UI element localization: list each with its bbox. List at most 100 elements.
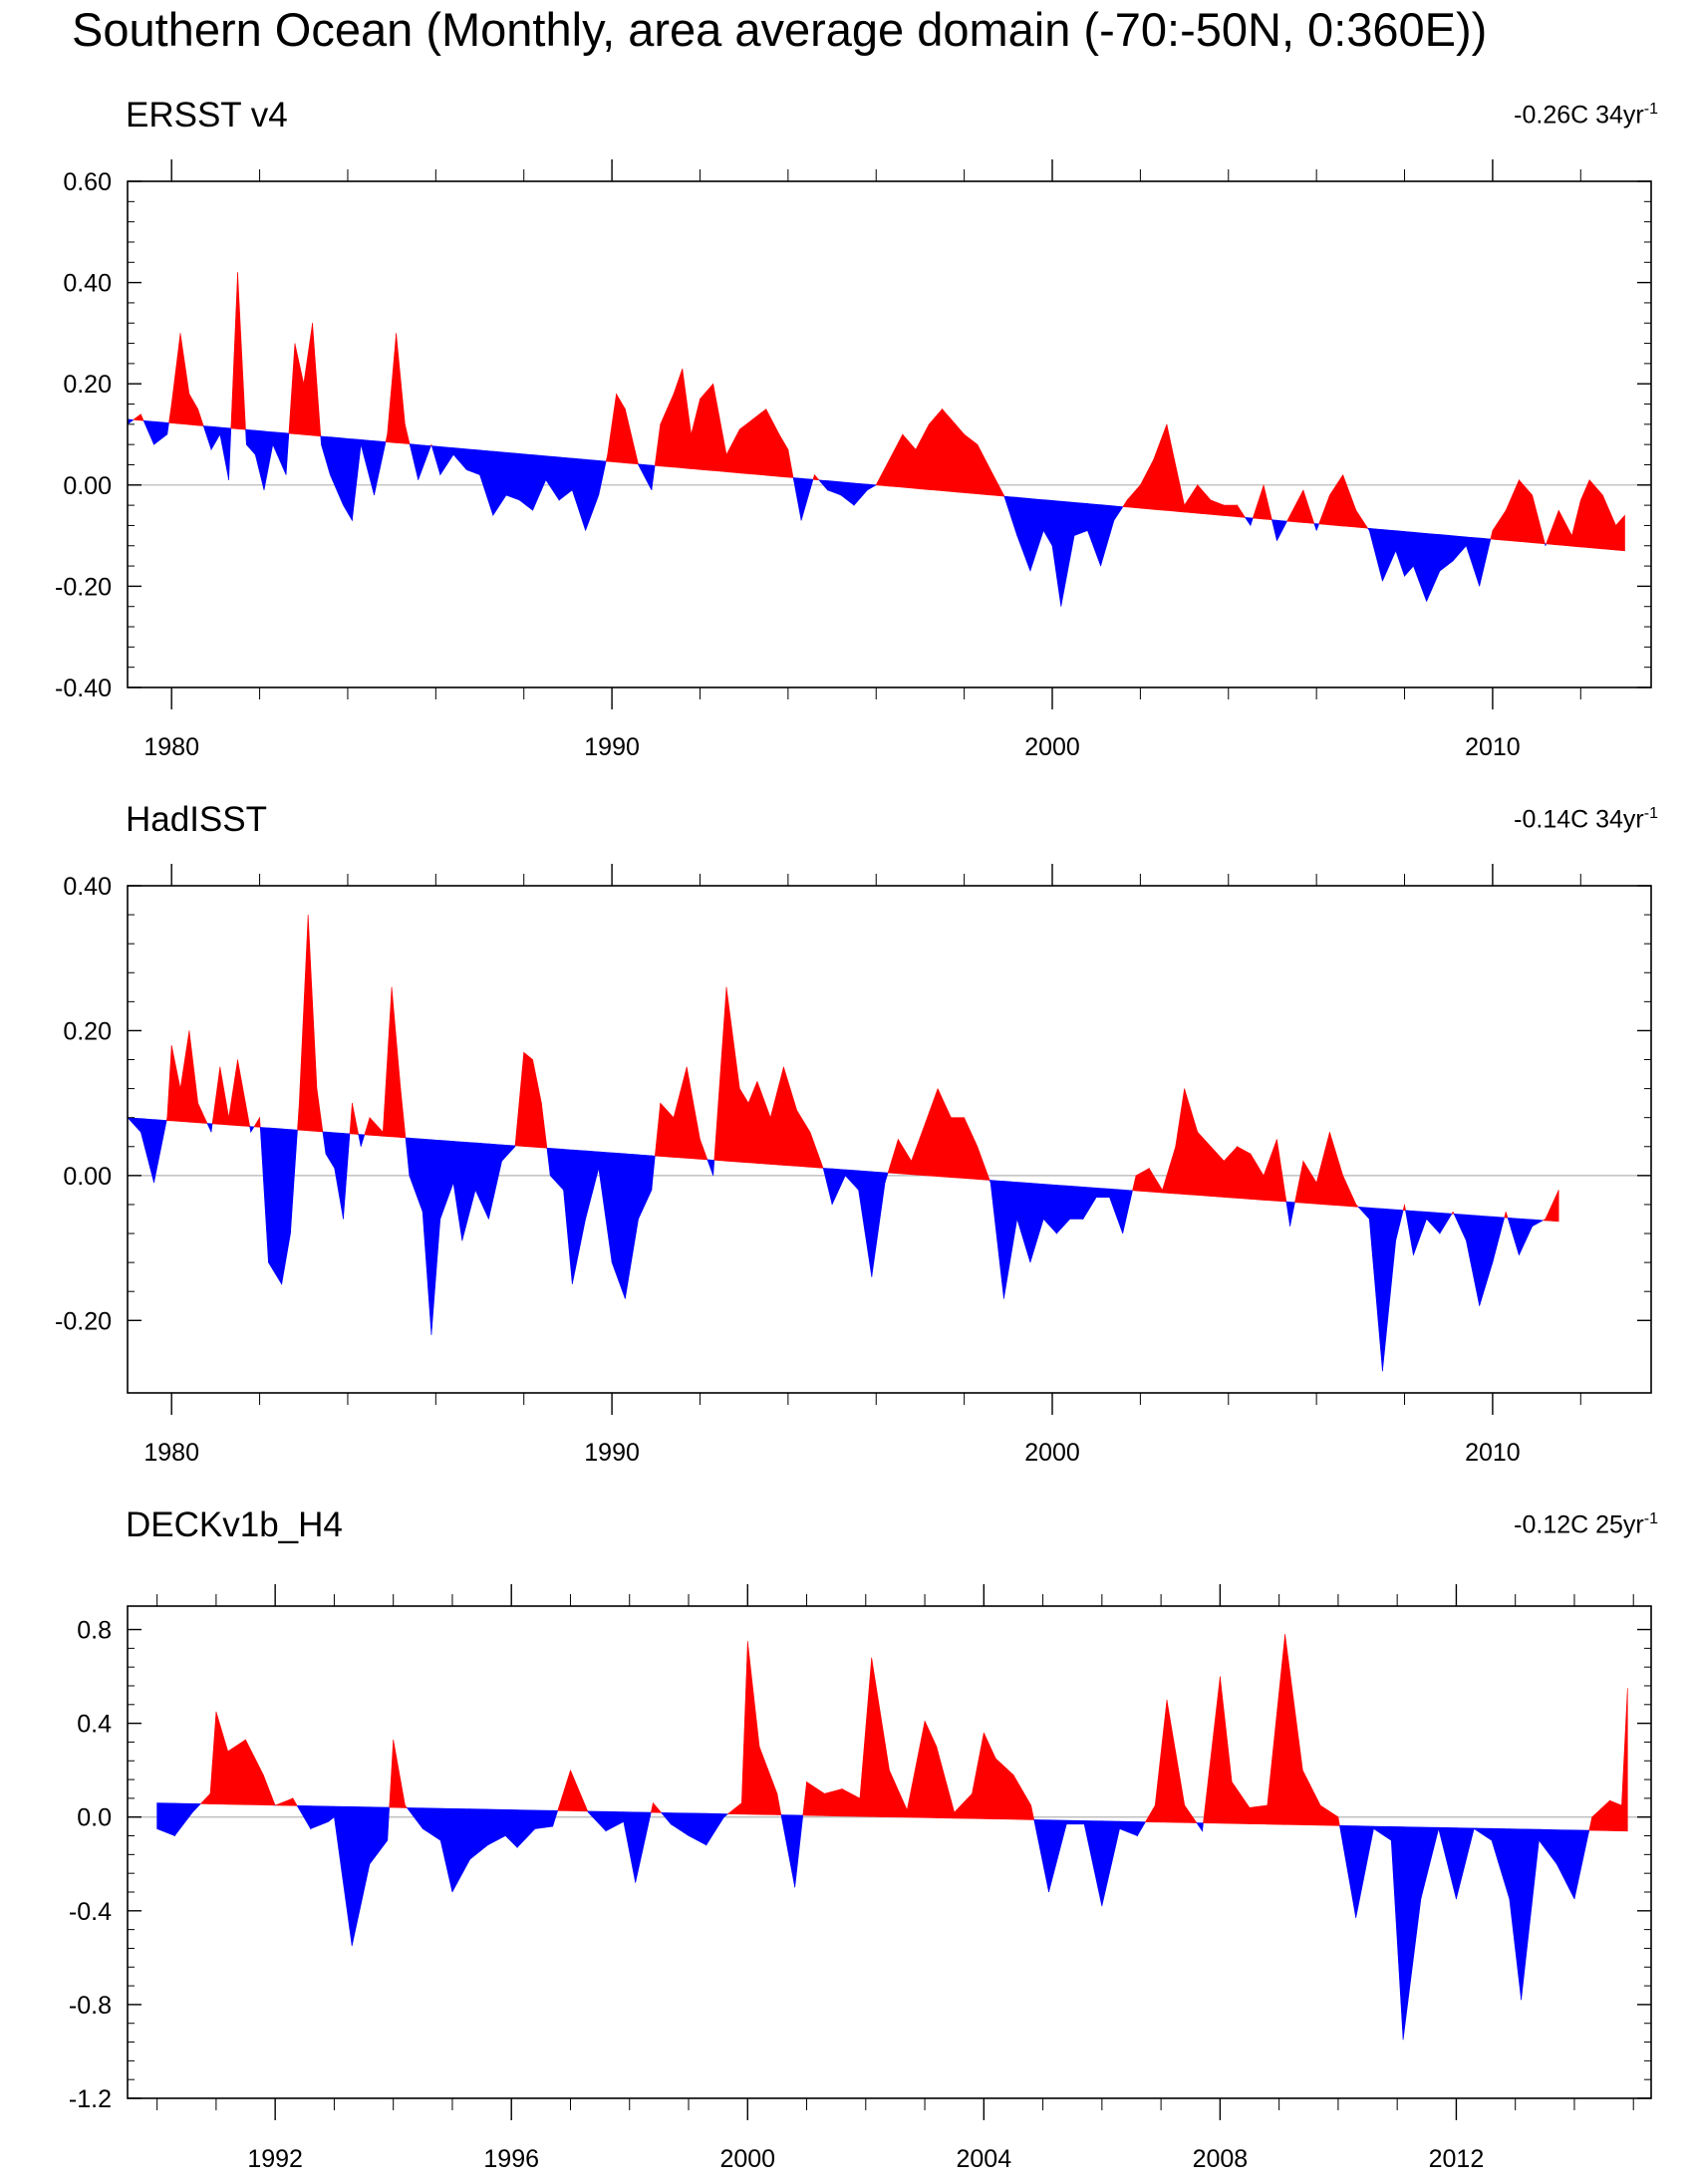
positive-anomaly-area bbox=[1220, 1676, 1233, 1824]
y-tick-label: 0.8 bbox=[77, 1617, 112, 1645]
positive-anomaly-area bbox=[983, 1732, 996, 1820]
negative-anomaly-area bbox=[1083, 1820, 1103, 1907]
y-tick-label: -1.2 bbox=[69, 2085, 112, 2113]
negative-anomaly-area bbox=[156, 1802, 175, 1836]
negative-anomaly-area bbox=[504, 1808, 518, 1849]
y-tick-label: 0.4 bbox=[77, 1711, 112, 1739]
y-tick-label: -0.40 bbox=[55, 675, 112, 702]
positive-anomaly-area bbox=[352, 1103, 360, 1135]
negative-anomaly-area bbox=[1439, 1212, 1453, 1235]
negative-anomaly-area bbox=[1048, 1819, 1067, 1893]
y-tick-label: 0.20 bbox=[63, 371, 112, 399]
x-tick-label: 2000 bbox=[1024, 733, 1080, 761]
positive-anomaly-area bbox=[776, 1793, 782, 1815]
negative-anomaly-area bbox=[343, 1133, 351, 1220]
positive-anomaly-area bbox=[758, 1746, 778, 1815]
negative-anomaly-area bbox=[334, 1805, 353, 1947]
x-tick-label: 1980 bbox=[143, 1439, 199, 1467]
positive-anomaly-area bbox=[1615, 514, 1625, 552]
plot-frame bbox=[127, 180, 1652, 688]
x-tick-label: 1990 bbox=[584, 1439, 640, 1467]
positive-anomaly-area bbox=[841, 1788, 861, 1817]
negative-anomaly-area bbox=[780, 1814, 796, 1888]
negative-anomaly-area bbox=[1456, 1827, 1475, 1900]
negative-anomaly-area bbox=[1573, 1829, 1590, 1900]
positive-anomaly-area bbox=[746, 1641, 760, 1815]
negative-anomaly-area bbox=[623, 1811, 637, 1883]
positive-anomaly-area bbox=[814, 473, 820, 481]
negative-anomaly-area bbox=[285, 432, 290, 475]
positive-anomaly-area bbox=[1284, 1634, 1303, 1825]
x-tick-label: 1992 bbox=[247, 2145, 303, 2173]
negative-anomaly-area bbox=[153, 1119, 167, 1184]
positive-anomaly-area bbox=[541, 1103, 548, 1149]
x-tick-label: 2010 bbox=[1465, 1439, 1521, 1467]
positive-anomaly-area bbox=[1231, 1780, 1251, 1824]
negative-anomaly-area bbox=[867, 483, 878, 491]
negative-anomaly-area bbox=[1420, 1826, 1439, 1900]
negative-anomaly-area bbox=[422, 1807, 441, 1841]
y-tick-label: -0.20 bbox=[55, 1307, 112, 1335]
plot-frame bbox=[127, 885, 1652, 1394]
panel-title: DECKv1b_H4 bbox=[126, 1505, 343, 1544]
negative-anomaly-area bbox=[451, 1807, 471, 1893]
negative-anomaly-area bbox=[228, 427, 232, 480]
positive-anomaly-area bbox=[400, 1088, 407, 1139]
positive-anomaly-area bbox=[1532, 494, 1546, 545]
positive-anomaly-area bbox=[1154, 1700, 1168, 1823]
negative-anomaly-area bbox=[1276, 519, 1288, 541]
y-tick-label: 0.00 bbox=[63, 1163, 112, 1191]
positive-anomaly-area bbox=[215, 1711, 228, 1805]
negative-anomaly-area bbox=[1509, 1828, 1522, 2001]
positive-anomaly-area bbox=[1030, 1804, 1035, 1820]
negative-anomaly-area bbox=[516, 1809, 536, 1849]
positive-anomaly-area bbox=[1452, 1212, 1455, 1215]
positive-anomaly-area bbox=[809, 1132, 824, 1169]
positive-anomaly-area bbox=[1302, 1770, 1321, 1826]
trend-label: -0.12C 25yr-1 bbox=[1514, 1510, 1658, 1539]
positive-anomaly-area bbox=[889, 1770, 908, 1818]
negative-anomaly-area bbox=[884, 1172, 889, 1184]
negative-anomaly-area bbox=[706, 1812, 724, 1846]
positive-anomaly-area bbox=[936, 1747, 956, 1819]
y-tick-label: -0.4 bbox=[69, 1898, 112, 1926]
negative-anomaly-area bbox=[360, 1134, 366, 1147]
negative-anomaly-area bbox=[1315, 523, 1320, 531]
negative-anomaly-area bbox=[210, 1123, 213, 1133]
negative-anomaly-area bbox=[587, 1810, 607, 1832]
figure-title: Southern Ocean (Monthly, area average do… bbox=[72, 3, 1488, 56]
positive-anomaly-area bbox=[1249, 1804, 1269, 1825]
negative-anomaly-area bbox=[688, 1812, 707, 1846]
positive-anomaly-area bbox=[227, 1739, 246, 1805]
negative-anomaly-area bbox=[1339, 1824, 1356, 1918]
negative-anomaly-area bbox=[1532, 1219, 1545, 1228]
negative-anomaly-area bbox=[387, 1806, 391, 1841]
negative-anomaly-area bbox=[1438, 1826, 1457, 1900]
positive-anomaly-area bbox=[802, 1781, 807, 1816]
positive-anomaly-area bbox=[1505, 1212, 1509, 1219]
x-tick-label: 2004 bbox=[957, 2145, 1012, 2173]
negative-anomaly-area bbox=[651, 1155, 656, 1191]
positive-anomaly-area bbox=[653, 1801, 663, 1813]
negative-anomaly-area bbox=[1539, 1828, 1557, 1865]
positive-anomaly-area bbox=[1337, 1816, 1340, 1826]
positive-anomaly-area bbox=[570, 1770, 589, 1812]
positive-anomaly-area bbox=[292, 1796, 298, 1806]
negative-anomaly-area bbox=[369, 1806, 389, 1865]
negative-anomaly-area bbox=[1113, 505, 1124, 522]
positive-anomaly-area bbox=[906, 1721, 926, 1818]
negative-anomaly-area bbox=[1395, 1209, 1404, 1241]
positive-anomaly-area bbox=[557, 1770, 571, 1811]
x-tick-label: 2010 bbox=[1465, 733, 1521, 761]
negative-anomaly-area bbox=[374, 440, 387, 496]
negative-anomaly-area bbox=[469, 1808, 488, 1860]
positive-anomaly-area bbox=[1355, 509, 1369, 529]
positive-anomaly-area bbox=[977, 1146, 990, 1181]
negative-anomaly-area bbox=[605, 1810, 625, 1832]
negative-anomaly-area bbox=[310, 1805, 329, 1829]
negative-anomaly-area bbox=[1066, 1819, 1085, 1825]
positive-anomaly-area bbox=[859, 1657, 873, 1817]
positive-anomaly-area bbox=[1276, 1139, 1287, 1203]
negative-anomaly-area bbox=[1196, 1822, 1203, 1832]
